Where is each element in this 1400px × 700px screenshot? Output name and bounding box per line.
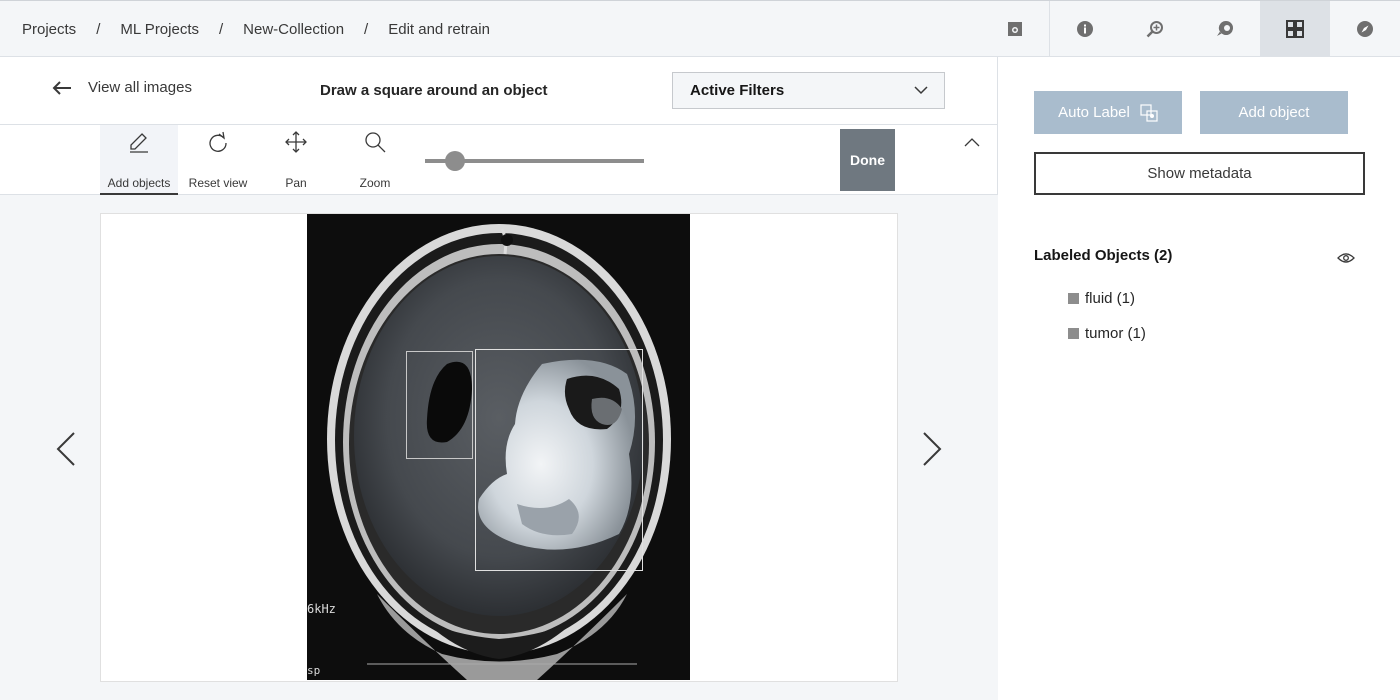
info-button[interactable] — [1050, 1, 1120, 57]
active-filters-label: Active Filters — [690, 82, 785, 99]
color-swatch — [1068, 328, 1079, 339]
next-image-arrow-icon[interactable] — [920, 431, 944, 467]
add-objects-label: Add objects — [107, 176, 171, 190]
reset-view-label: Reset view — [188, 176, 248, 190]
instruction-text: Draw a square around an object — [320, 82, 548, 99]
labeled-object-label: tumor (1) — [1085, 325, 1146, 342]
previous-image-arrow-icon[interactable] — [54, 431, 78, 467]
chat-button[interactable] — [1190, 1, 1260, 57]
arrow-left-icon — [52, 80, 71, 95]
color-swatch — [1068, 293, 1079, 304]
chat-icon — [1217, 20, 1234, 36]
info-icon — [1077, 21, 1093, 37]
top-icon-bar — [980, 1, 1400, 58]
chevron-up-icon[interactable] — [962, 135, 982, 151]
image-settings-button[interactable] — [980, 1, 1050, 57]
active-filters-dropdown[interactable]: Active Filters — [672, 72, 945, 109]
labeled-object-tumor[interactable]: tumor (1) — [1068, 316, 1146, 351]
search-icon — [365, 132, 386, 153]
show-metadata-button[interactable]: Show metadata — [1034, 152, 1365, 195]
view-all-images-label: View all images — [88, 79, 192, 96]
annotation-box-fluid[interactable] — [406, 351, 473, 459]
breadcrumb-projects[interactable]: Projects — [22, 21, 77, 38]
auto-label-text: Auto Label — [1058, 104, 1130, 121]
breadcrumb-ml-projects[interactable]: ML Projects — [120, 21, 199, 38]
zoom-in-button[interactable] — [1120, 1, 1190, 57]
chevron-down-icon — [914, 86, 928, 95]
right-panel: Auto Label Add object Show metadata Labe… — [999, 57, 1400, 700]
annotation-box-tumor[interactable] — [475, 349, 643, 571]
pencil-icon — [130, 133, 148, 153]
view-all-images-link[interactable]: View all images — [52, 79, 192, 96]
zoom-label: Zoom — [359, 176, 391, 190]
edit-toolbar: Add objects Reset view Pan Zoom Done — [0, 125, 998, 195]
zoom-tool[interactable]: Zoom — [336, 125, 414, 195]
zoom-in-icon — [1146, 21, 1163, 38]
top-bar: Projects / ML Projects / New-Collection … — [0, 0, 1400, 57]
auto-label-button[interactable]: Auto Label — [1034, 91, 1182, 134]
zoom-slider-track[interactable] — [425, 151, 644, 171]
scan-frequency-text: 6kHz — [307, 602, 336, 616]
compass-icon — [1357, 21, 1373, 37]
mri-image[interactable]: 6kHz sp — [307, 214, 690, 680]
refresh-icon — [209, 131, 227, 152]
add-objects-tool[interactable]: Add objects — [100, 125, 178, 195]
add-object-button[interactable]: Add object — [1200, 91, 1348, 134]
grid-view-button[interactable] — [1260, 1, 1330, 57]
labeled-object-label: fluid (1) — [1085, 290, 1136, 307]
pan-tool[interactable]: Pan — [257, 125, 335, 195]
image-header: View all images Draw a square around an … — [0, 57, 998, 125]
breadcrumb-new-collection[interactable]: New-Collection — [243, 21, 345, 38]
labeled-objects-title: Labeled Objects (2) — [1034, 247, 1173, 264]
grid-view-icon — [1286, 20, 1304, 38]
breadcrumb-separator: / — [364, 21, 369, 38]
breadcrumb-separator: / — [96, 21, 101, 38]
eye-icon[interactable] — [1337, 251, 1355, 265]
labeled-object-fluid[interactable]: fluid (1) — [1068, 281, 1146, 316]
auto-label-icon — [1140, 103, 1158, 122]
reset-view-tool[interactable]: Reset view — [179, 125, 257, 195]
scan-sequence-text: sp — [307, 664, 321, 677]
breadcrumb: Projects / ML Projects / New-Collection … — [22, 1, 490, 58]
move-icon — [285, 131, 307, 153]
done-button[interactable]: Done — [840, 129, 895, 191]
image-settings-icon — [1007, 22, 1022, 36]
pan-label: Pan — [285, 176, 307, 190]
zoom-slider-thumb[interactable] — [445, 151, 465, 171]
compass-button[interactable] — [1330, 1, 1400, 57]
breadcrumb-separator: / — [219, 21, 224, 38]
labeled-objects-list: fluid (1) tumor (1) — [1068, 281, 1146, 351]
breadcrumb-edit-and-retrain: Edit and retrain — [388, 21, 490, 38]
